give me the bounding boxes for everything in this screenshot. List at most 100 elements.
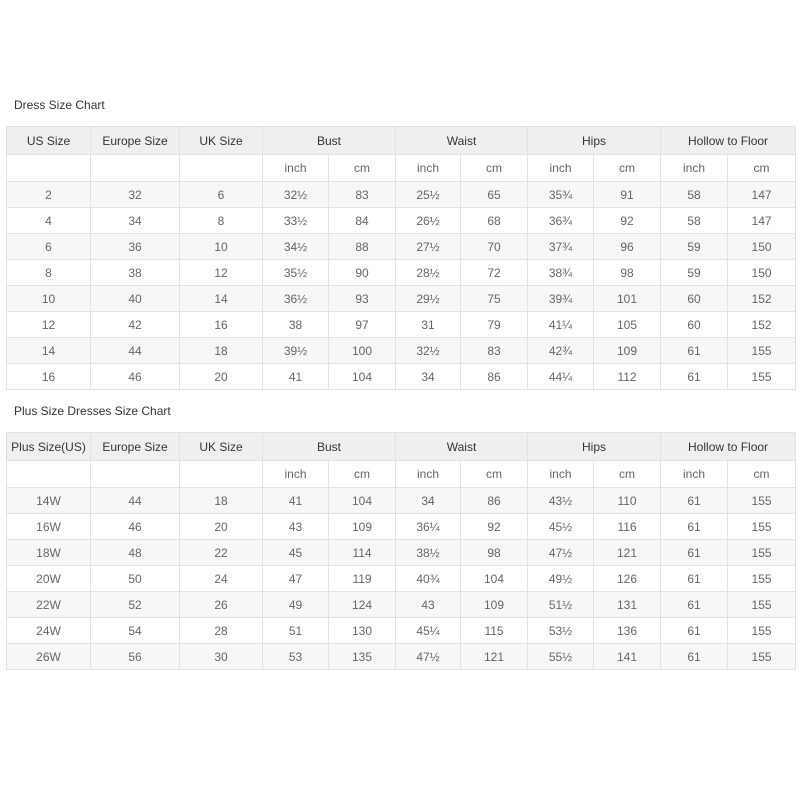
table-cell: 58 [660, 181, 729, 208]
col-header-plus-size-us: Plus Size(US) [6, 432, 91, 461]
table-cell: 59 [660, 259, 729, 286]
table-cell: 20 [179, 363, 263, 390]
table-cell: 115 [460, 617, 529, 644]
table-cell: 53½ [527, 617, 595, 644]
table-cell: 40¾ [395, 565, 462, 592]
table-cell: 49½ [527, 565, 595, 592]
unit-row: inch cm inch cm inch cm inch cm [6, 460, 797, 488]
table-cell: 41¼ [527, 311, 595, 338]
table-cell: 75 [460, 285, 529, 312]
unit-header: inch [262, 154, 329, 182]
table-row: 18W 48 22 45 114 38½ 98 47½ 121 61 155 [6, 539, 797, 566]
table-cell: 121 [593, 539, 662, 566]
table-cell: 29½ [395, 285, 462, 312]
table-cell: 97 [327, 311, 397, 338]
table-cell: 37¾ [527, 233, 595, 260]
table-cell: 51 [262, 617, 329, 644]
table-cell: 47½ [395, 643, 462, 670]
header-row: Plus Size(US) Europe Size UK Size Bust W… [6, 432, 797, 461]
table-cell: 47½ [527, 539, 595, 566]
table-cell: 150 [727, 233, 797, 260]
col-header-us-size: US Size [6, 126, 91, 155]
table-cell: 24W [6, 617, 91, 644]
table-cell: 22 [179, 539, 263, 566]
unit-header: cm [460, 460, 529, 488]
table-cell: 83 [327, 181, 397, 208]
table-cell: 49 [262, 591, 329, 618]
col-header-bust: Bust [261, 432, 397, 461]
table-cell: 93 [327, 285, 397, 312]
table-row: 14 44 18 39½ 100 32½ 83 42¾ 109 61 155 [6, 337, 797, 364]
col-header-waist: Waist [395, 432, 529, 461]
table-cell: 39½ [262, 337, 329, 364]
table-cell: 88 [327, 233, 397, 260]
col-header-europe-size: Europe Size [90, 432, 180, 461]
table-cell: 46 [90, 363, 180, 390]
table-cell: 10 [179, 233, 263, 260]
table-cell: 24 [179, 565, 263, 592]
standard-size-table: US Size Europe Size UK Size Bust Waist H… [6, 126, 797, 390]
table-cell: 34½ [262, 233, 329, 260]
table-cell: 121 [460, 643, 529, 670]
table-cell: 46 [90, 513, 180, 540]
table-cell: 60 [660, 311, 729, 338]
table-cell: 60 [660, 285, 729, 312]
table-cell: 6 [6, 233, 91, 260]
table-cell: 36¼ [395, 513, 462, 540]
table-cell: 16 [6, 363, 91, 390]
table-cell: 104 [327, 363, 397, 390]
table-row: 20W 50 24 47 119 40¾ 104 49½ 126 61 155 [6, 565, 797, 592]
col-header-uk-size: UK Size [179, 432, 263, 461]
table-cell: 126 [593, 565, 662, 592]
table-cell: 124 [327, 591, 397, 618]
col-header-uk-size: UK Size [179, 126, 263, 155]
table-cell: 61 [660, 539, 729, 566]
table-cell: 104 [327, 487, 397, 514]
plus-size-section: Plus Size Dresses Size Chart Plus Size(U… [0, 404, 800, 670]
table-cell: 18 [179, 487, 263, 514]
table-cell: 136 [593, 617, 662, 644]
table-cell: 141 [593, 643, 662, 670]
table-cell: 27½ [395, 233, 462, 260]
table-row: 4 34 8 33½ 84 26½ 68 36¾ 92 58 147 [6, 207, 797, 234]
table-cell: 104 [460, 565, 529, 592]
table-cell: 34 [395, 363, 462, 390]
table-cell: 152 [727, 311, 797, 338]
table-cell: 40 [90, 285, 180, 312]
table-cell: 38½ [395, 539, 462, 566]
table-cell: 98 [460, 539, 529, 566]
table-cell: 155 [727, 591, 797, 618]
col-header-hollow-to-floor: Hollow to Floor [660, 432, 797, 461]
table-row: 14W 44 18 41 104 34 86 43½ 110 61 155 [6, 487, 797, 514]
table-cell: 41 [262, 363, 329, 390]
table-cell: 31 [395, 311, 462, 338]
table-cell: 43½ [527, 487, 595, 514]
empty-header-cell [179, 460, 263, 488]
table-cell: 109 [327, 513, 397, 540]
col-header-hips: Hips [527, 432, 662, 461]
table-cell: 155 [727, 513, 797, 540]
table-cell: 33½ [262, 207, 329, 234]
table-cell: 112 [593, 363, 662, 390]
table-cell: 109 [593, 337, 662, 364]
table-cell: 14W [6, 487, 91, 514]
table-cell: 51½ [527, 591, 595, 618]
table-cell: 56 [90, 643, 180, 670]
table-cell: 2 [6, 181, 91, 208]
table-cell: 105 [593, 311, 662, 338]
unit-header: cm [460, 154, 529, 182]
table-cell: 155 [727, 487, 797, 514]
table-cell: 155 [727, 617, 797, 644]
table-cell: 155 [727, 565, 797, 592]
table-cell: 16W [6, 513, 91, 540]
table-cell: 43 [262, 513, 329, 540]
table-cell: 114 [327, 539, 397, 566]
table-cell: 70 [460, 233, 529, 260]
empty-header-cell [6, 460, 91, 488]
unit-header: inch [262, 460, 329, 488]
table-cell: 20 [179, 513, 263, 540]
table-cell: 18 [179, 337, 263, 364]
table-cell: 152 [727, 285, 797, 312]
table-cell: 61 [660, 487, 729, 514]
table-cell: 92 [460, 513, 529, 540]
